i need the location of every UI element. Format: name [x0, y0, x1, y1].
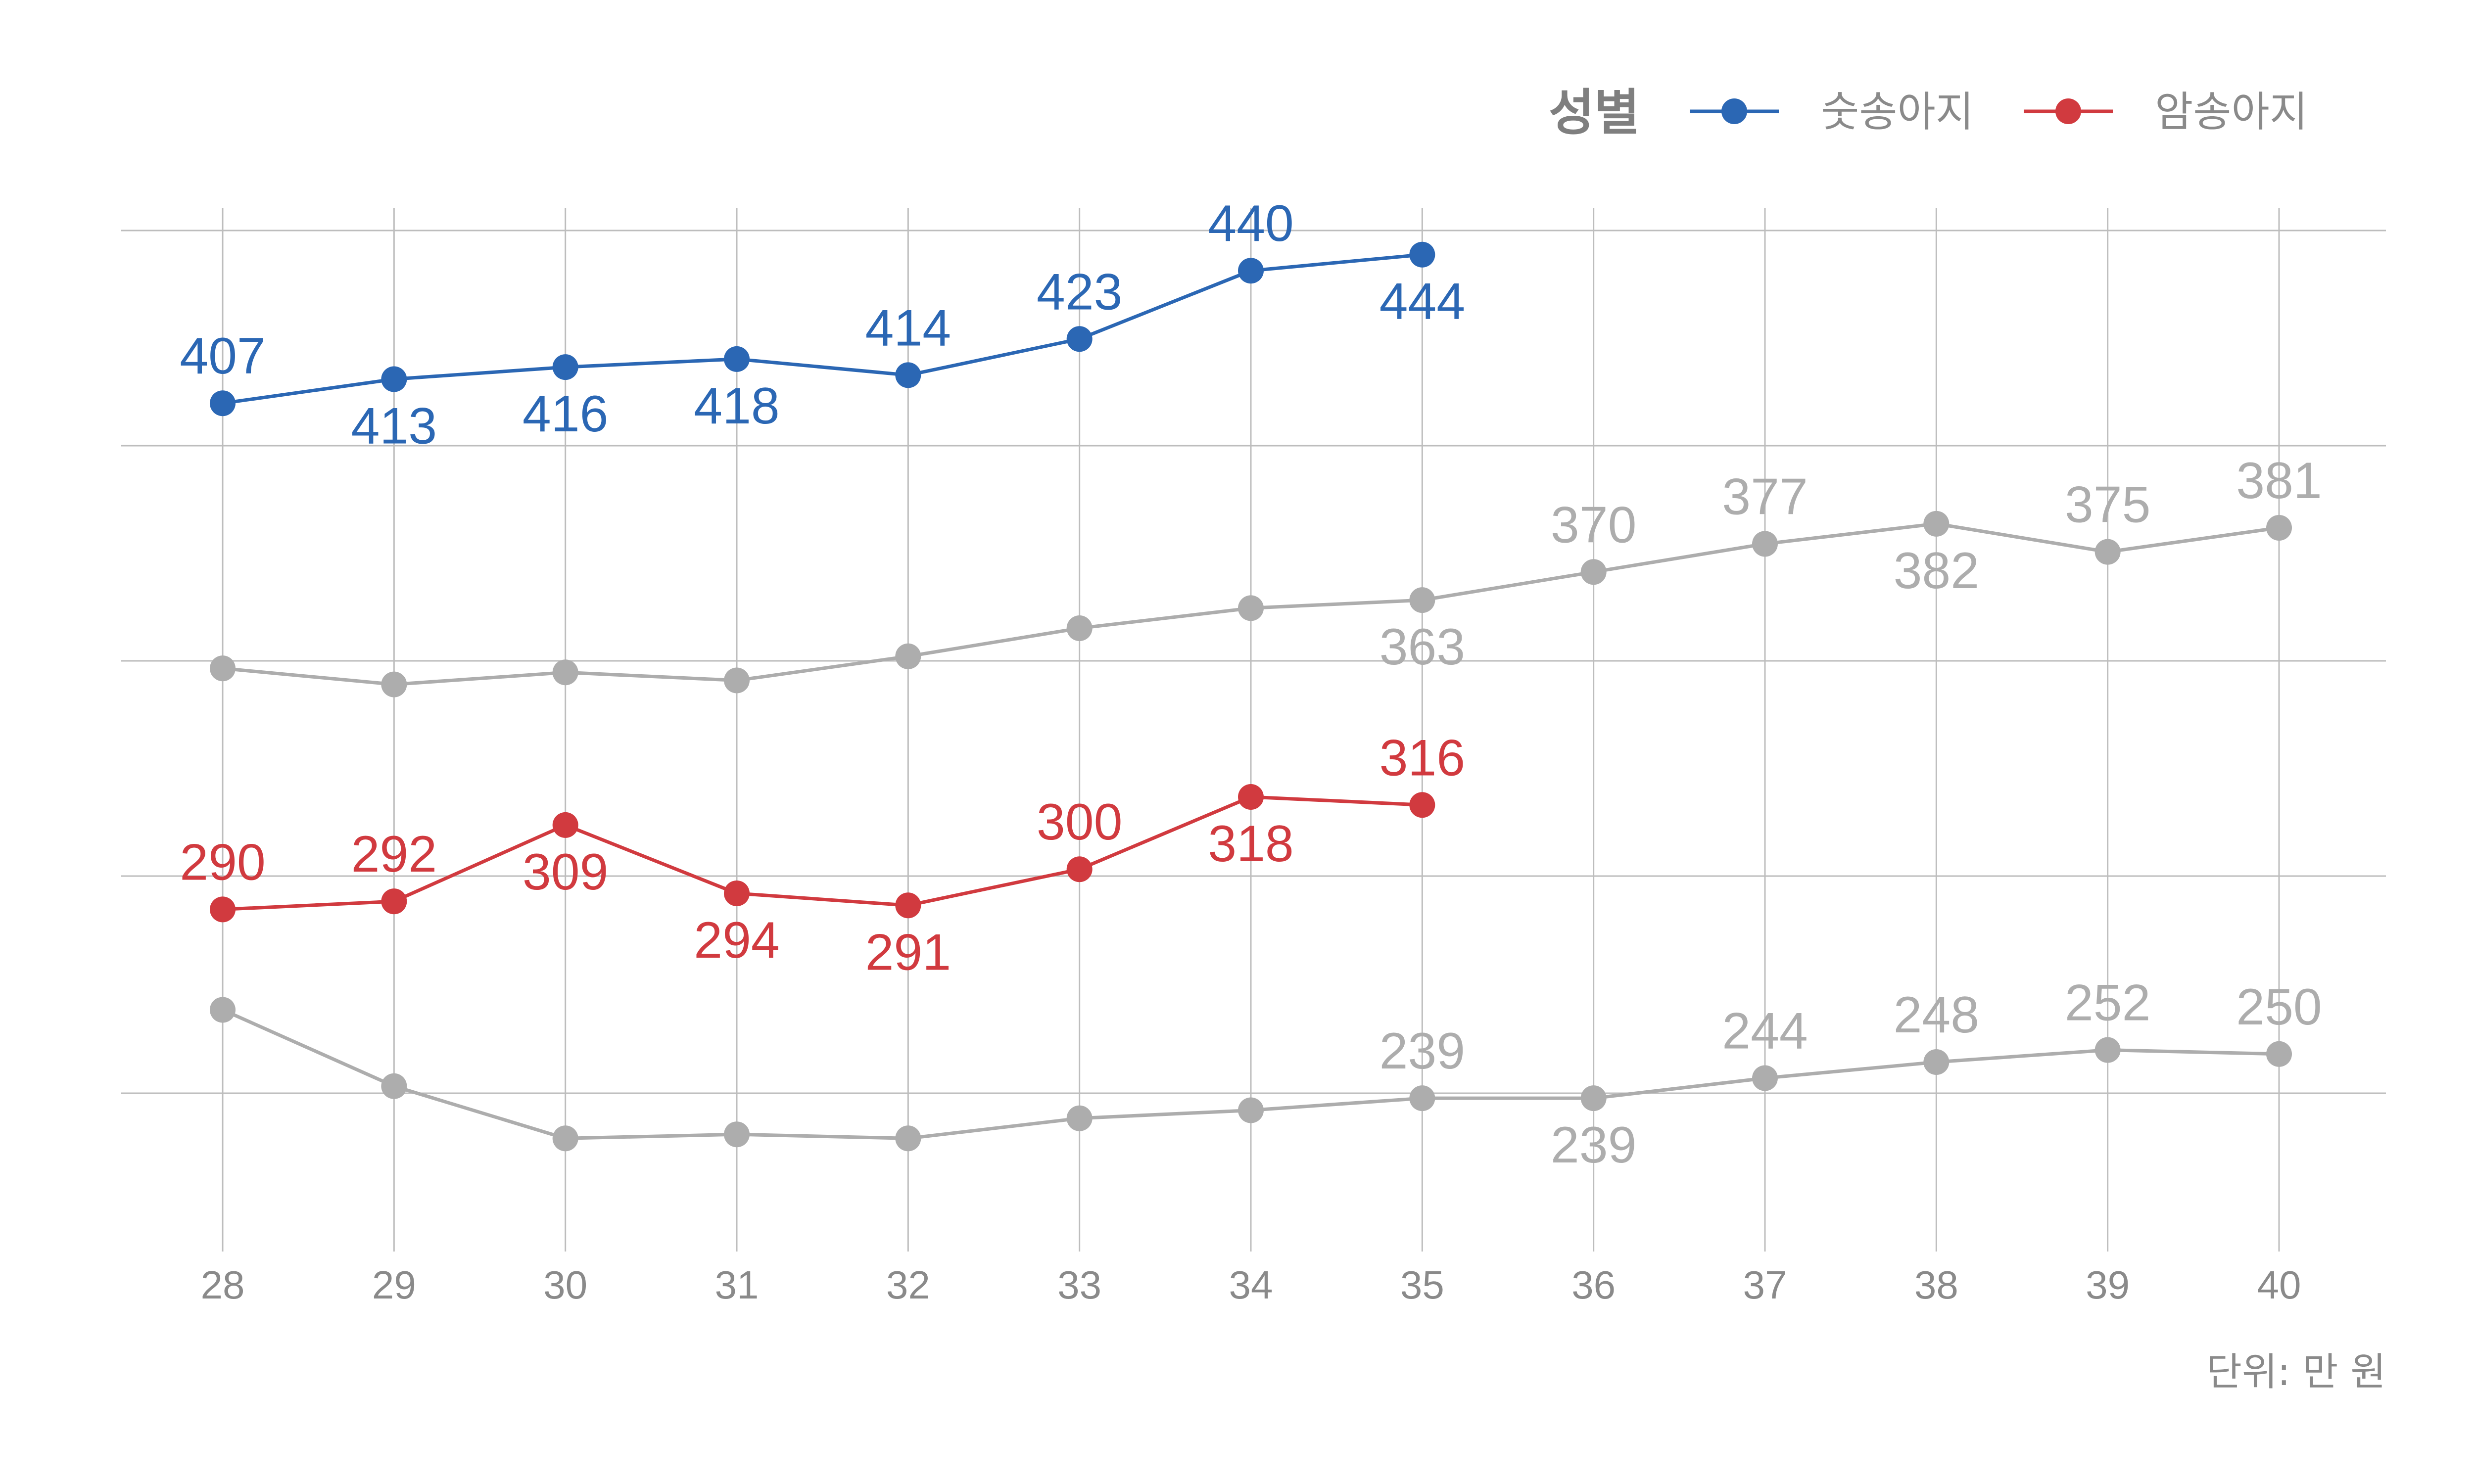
data-point: [552, 659, 578, 686]
data-point: [1238, 1097, 1264, 1123]
x-tick-label: 31: [715, 1263, 759, 1307]
data-point: [724, 667, 750, 694]
data-label: 294: [694, 912, 780, 969]
data-point: [552, 812, 578, 838]
data-label: 248: [1894, 986, 1980, 1044]
data-point: [724, 880, 750, 906]
x-tick-label: 29: [372, 1263, 416, 1307]
data-point: [724, 1121, 750, 1148]
data-label: 413: [351, 397, 437, 455]
legend-marker-female: [2055, 98, 2081, 124]
data-label: 244: [1722, 1002, 1808, 1060]
x-tick-label: 30: [543, 1263, 587, 1307]
data-label: 375: [2065, 476, 2151, 534]
data-point: [210, 997, 236, 1023]
data-point: [381, 671, 407, 697]
data-point: [1066, 615, 1093, 641]
data-label: 316: [1380, 729, 1466, 787]
data-point: [381, 888, 407, 915]
data-point: [1066, 326, 1093, 352]
data-point: [210, 390, 236, 417]
data-label: 291: [865, 924, 952, 981]
legend-label-male: 숫송아지: [1821, 88, 1974, 136]
data-point: [210, 655, 236, 682]
data-point: [2094, 539, 2121, 565]
data-label: 444: [1380, 273, 1466, 330]
x-tick-label: 32: [886, 1263, 930, 1307]
data-label: 250: [2236, 978, 2322, 1036]
data-point: [895, 362, 921, 388]
x-axis-ticks: 28 29 30 31 32 33 34 35 36 37 38 39 40: [201, 1263, 2301, 1307]
data-label: 381: [2236, 452, 2322, 510]
data-point: [724, 346, 750, 372]
data-label: 292: [351, 826, 437, 883]
unit-caption: 단위: 만 원: [2206, 1350, 2386, 1394]
data-point: [1752, 531, 1778, 557]
data-label: 382: [1894, 542, 1980, 600]
data-label: 407: [180, 327, 266, 385]
data-label: 239: [1380, 1022, 1466, 1080]
data-point: [895, 1125, 921, 1152]
data-point: [2266, 514, 2292, 541]
data-point: [1409, 1085, 1435, 1112]
data-label: 416: [523, 385, 609, 443]
data-point: [1580, 1085, 1607, 1112]
x-tick-label: 39: [2086, 1263, 2130, 1307]
data-label: 377: [1722, 468, 1808, 525]
data-point: [1923, 510, 1950, 537]
data-label: 423: [1037, 263, 1123, 321]
data-label: 363: [1380, 618, 1466, 676]
data-label: 252: [2065, 974, 2151, 1032]
data-point: [1409, 792, 1435, 818]
data-point: [1409, 587, 1435, 613]
data-label: 440: [1208, 195, 1294, 252]
x-tick-label: 36: [1571, 1263, 1616, 1307]
data-point: [1066, 856, 1093, 882]
data-point: [1238, 595, 1264, 621]
legend-marker-male: [1721, 98, 1747, 124]
data-point: [1752, 1065, 1778, 1091]
data-label: 318: [1208, 815, 1294, 873]
data-point: [1580, 559, 1607, 585]
series-line-0: [222, 253, 1423, 405]
legend: 성별 숫송아지 암송아지: [1549, 84, 2308, 141]
data-label: 370: [1551, 496, 1637, 554]
data-labels: 407 413 416 418 414 423 440 444 363 370 377 382 375 3…: [180, 195, 2322, 1174]
data-point: [2266, 1041, 2292, 1067]
series-layer: [210, 241, 2292, 1152]
data-point: [1238, 258, 1264, 284]
x-tick-label: 33: [1057, 1263, 1101, 1307]
x-tick-label: 38: [1914, 1263, 1958, 1307]
data-label: 309: [523, 843, 609, 901]
data-point: [1923, 1049, 1950, 1075]
data-label: 418: [694, 377, 780, 435]
data-label: 239: [1551, 1116, 1637, 1174]
data-point: [2094, 1037, 2121, 1063]
data-point: [381, 1073, 407, 1099]
series-line-2: [222, 795, 1423, 911]
data-point: [552, 1125, 578, 1152]
x-tick-label: 40: [2257, 1263, 2301, 1307]
data-point: [1238, 784, 1264, 810]
data-point: [1409, 241, 1435, 268]
data-label: 290: [180, 834, 266, 891]
x-tick-label: 35: [1400, 1263, 1444, 1307]
data-label: 300: [1037, 793, 1123, 851]
data-label: 414: [865, 299, 952, 357]
legend-label-female: 암송아지: [2155, 88, 2308, 136]
x-tick-label: 34: [1229, 1263, 1273, 1307]
data-point: [895, 643, 921, 669]
grid: [121, 208, 2386, 1252]
data-point: [895, 892, 921, 919]
x-tick-label: 28: [201, 1263, 245, 1307]
data-point: [552, 354, 578, 380]
data-point: [210, 896, 236, 923]
data-point: [1066, 1105, 1093, 1131]
legend-title: 성별: [1549, 84, 1640, 141]
data-point: [381, 366, 407, 392]
x-tick-label: 37: [1743, 1263, 1787, 1307]
